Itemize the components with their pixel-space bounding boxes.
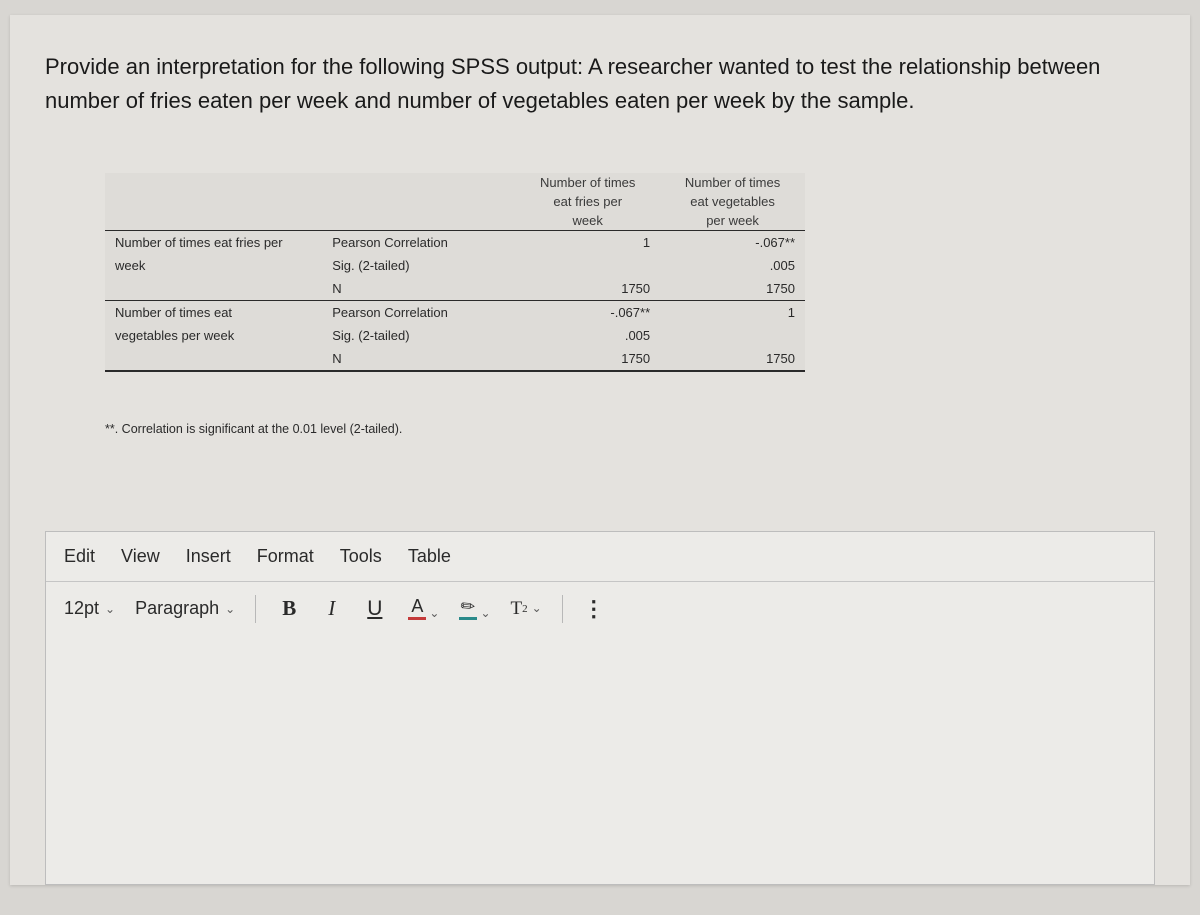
var2-label-line-1: Number of times eat (105, 301, 322, 325)
chevron-down-icon: ⌄ (532, 601, 542, 616)
chevron-down-icon: ⌄ (429, 606, 439, 620)
column-header-1-line-2: eat fries per (515, 192, 660, 211)
table-header-row-3: week per week (105, 211, 805, 231)
menu-bar: Edit View Insert Format Tools Table (46, 532, 1154, 582)
table-footnote: **. Correlation is significant at the 0.… (105, 422, 1155, 436)
pearson-label: Pearson Correlation (322, 301, 515, 325)
chevron-down-icon: ⌄ (105, 602, 115, 616)
pearson-value: 1 (660, 301, 805, 325)
text-color-button[interactable]: A ⌄ (408, 597, 439, 620)
n-value: 1750 (515, 347, 660, 371)
paragraph-style-value: Paragraph (135, 598, 219, 619)
toolbar-divider (562, 595, 563, 623)
chevron-down-icon: ⌄ (480, 606, 490, 620)
table-row: vegetables per week Sig. (2-tailed) .005 (105, 324, 805, 347)
font-size-value: 12pt (64, 598, 99, 619)
table-row: Number of times eat Pearson Correlation … (105, 301, 805, 325)
table-row: Number of times eat fries per Pearson Co… (105, 231, 805, 255)
column-header-2-line-3: per week (660, 211, 805, 231)
spss-output-container: Number of times Number of times eat frie… (105, 173, 805, 372)
italic-button[interactable]: I (322, 594, 341, 623)
var1-label-line-2: week (105, 254, 322, 277)
n-label: N (322, 277, 515, 301)
highlight-color-button[interactable]: ✎ ⌄ (459, 598, 490, 620)
n-label: N (322, 347, 515, 371)
sig-value: .005 (515, 324, 660, 347)
n-value: 1750 (660, 347, 805, 371)
menu-view[interactable]: View (121, 546, 160, 567)
column-header-1-line-3: week (515, 211, 660, 231)
column-header-2-line-1: Number of times (660, 173, 805, 192)
font-size-dropdown[interactable]: 12pt ⌄ (64, 598, 115, 619)
table-row: week Sig. (2-tailed) .005 (105, 254, 805, 277)
table-header-row-1: Number of times Number of times (105, 173, 805, 192)
sig-value: .005 (660, 254, 805, 277)
pearson-value: -.067** (660, 231, 805, 255)
text-color-swatch (408, 617, 426, 620)
superscript-exponent: 2 (522, 603, 528, 615)
more-options-button[interactable]: ⋮ (583, 596, 604, 622)
table-row: N 1750 1750 (105, 277, 805, 301)
question-text: Provide an interpretation for the follow… (45, 50, 1155, 118)
table-header-row-2: eat fries per eat vegetables (105, 192, 805, 211)
chevron-down-icon: ⌄ (225, 602, 235, 616)
highlighter-icon: ✎ (458, 595, 480, 617)
sig-value (515, 254, 660, 277)
pearson-label: Pearson Correlation (322, 231, 515, 255)
pearson-value: -.067** (515, 301, 660, 325)
sig-value (660, 324, 805, 347)
toolbar-divider (255, 595, 256, 623)
var2-label-line-2: vegetables per week (105, 324, 322, 347)
menu-edit[interactable]: Edit (64, 546, 95, 567)
bold-button[interactable]: B (276, 594, 302, 623)
paragraph-style-dropdown[interactable]: Paragraph ⌄ (135, 598, 235, 619)
underline-button[interactable]: U (361, 595, 388, 623)
superscript-button[interactable]: T2 ⌄ (511, 598, 542, 620)
n-value: 1750 (660, 277, 805, 301)
n-value: 1750 (515, 277, 660, 301)
superscript-t: T (511, 598, 523, 620)
editor-container: Edit View Insert Format Tools Table 12pt… (45, 531, 1155, 885)
toolbar: 12pt ⌄ Paragraph ⌄ B I U A ⌄ (46, 582, 1154, 635)
column-header-2-line-2: eat vegetables (660, 192, 805, 211)
menu-tools[interactable]: Tools (340, 546, 382, 567)
sig-label: Sig. (2-tailed) (322, 324, 515, 347)
menu-format[interactable]: Format (257, 546, 314, 567)
column-header-1-line-1: Number of times (515, 173, 660, 192)
pearson-value: 1 (515, 231, 660, 255)
table-row: N 1750 1750 (105, 347, 805, 371)
menu-table[interactable]: Table (408, 546, 451, 567)
text-color-icon: A (411, 597, 423, 615)
spss-correlation-table: Number of times Number of times eat frie… (105, 173, 805, 372)
var1-label-line-1: Number of times eat fries per (105, 231, 322, 255)
sig-label: Sig. (2-tailed) (322, 254, 515, 277)
page-container: Provide an interpretation for the follow… (10, 15, 1190, 885)
menu-insert[interactable]: Insert (186, 546, 231, 567)
